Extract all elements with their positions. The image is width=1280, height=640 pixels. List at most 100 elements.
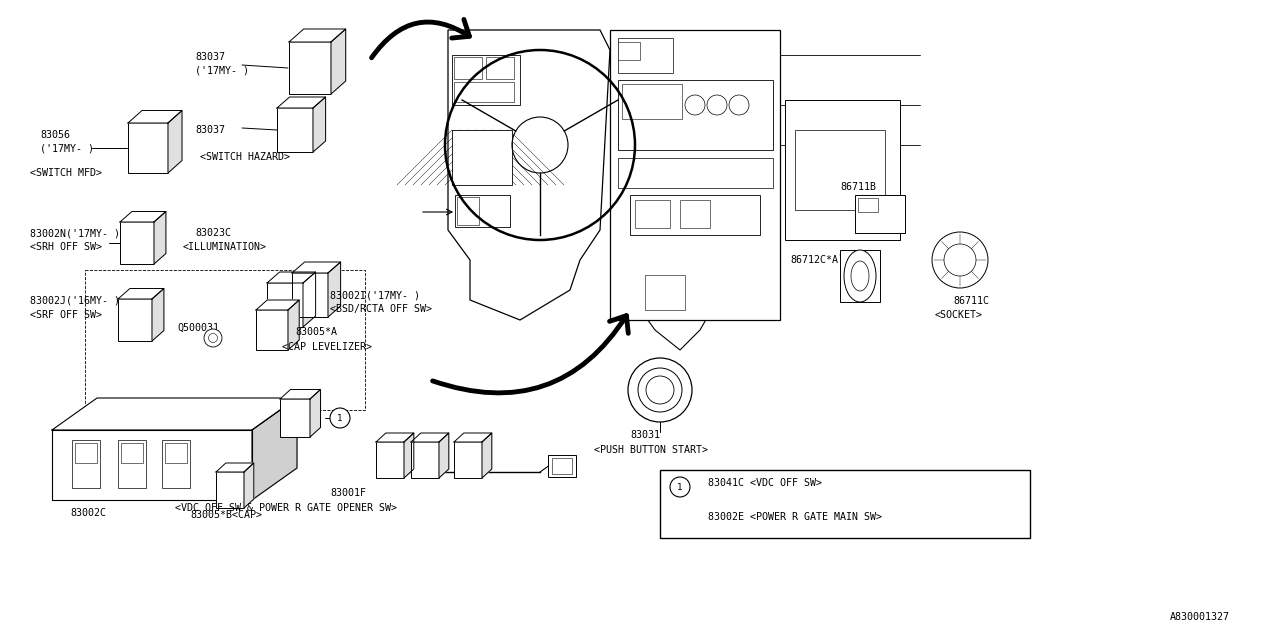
Text: 83001F: 83001F [330,488,366,498]
Bar [120,222,154,264]
Text: 83031: 83031 [630,430,660,440]
Bar [618,158,773,188]
Polygon shape [276,97,325,108]
Bar [785,100,900,240]
Polygon shape [292,262,340,273]
Polygon shape [332,29,346,94]
Bar [548,455,576,477]
Text: 83037: 83037 [195,52,225,62]
Bar [76,443,97,463]
Text: <SOCKET>: <SOCKET> [934,310,983,320]
Text: <SRH OFF SW>: <SRH OFF SW> [29,242,102,252]
Bar [163,440,189,488]
Circle shape [628,358,692,422]
Polygon shape [154,211,166,264]
Circle shape [945,244,977,276]
Polygon shape [128,111,182,123]
Text: <ILLUMINATION>: <ILLUMINATION> [183,242,268,252]
Text: 83005*B<CAP>: 83005*B<CAP> [189,510,262,520]
Text: 1: 1 [677,483,682,492]
Text: 83002C: 83002C [70,508,106,518]
Polygon shape [244,463,253,508]
Text: 83005*A: 83005*A [294,327,337,337]
Bar [611,30,780,320]
Circle shape [646,376,675,404]
Polygon shape [152,289,164,341]
Bar [452,55,520,105]
FancyArrowPatch shape [371,19,470,58]
Text: 83002I('17MY- ): 83002I('17MY- ) [330,290,420,300]
Bar [452,130,512,185]
Polygon shape [454,433,492,442]
Bar [118,440,146,488]
Polygon shape [404,433,413,478]
Circle shape [730,95,749,115]
Bar [454,195,509,227]
Bar [118,299,152,341]
Bar [268,283,303,327]
Text: 86711C: 86711C [954,296,989,306]
Text: 86711B: 86711B [840,182,876,192]
Text: Q500031: Q500031 [177,323,219,333]
Polygon shape [303,272,316,327]
Text: <VDC OFF SW & POWER R GATE OPENER SW>: <VDC OFF SW & POWER R GATE OPENER SW> [175,503,397,513]
FancyArrowPatch shape [433,316,628,393]
Text: <SRF OFF SW>: <SRF OFF SW> [29,310,102,320]
Bar [635,200,669,228]
Bar [622,84,682,119]
Polygon shape [52,398,297,430]
Bar [84,270,365,410]
Circle shape [932,232,988,288]
Polygon shape [630,235,721,350]
Text: <SWITCH MFD>: <SWITCH MFD> [29,168,102,178]
Text: 83002E <POWER R GATE MAIN SW>: 83002E <POWER R GATE MAIN SW> [708,512,882,522]
Bar [280,399,310,437]
Bar [454,57,483,79]
Bar [680,200,710,228]
Text: 83037: 83037 [195,125,225,135]
Bar [52,430,252,500]
Bar [376,442,404,478]
Bar [618,38,673,73]
Ellipse shape [844,250,876,302]
Circle shape [707,95,727,115]
Bar [289,42,332,94]
Text: ('17MY- ): ('17MY- ) [40,143,93,153]
Polygon shape [268,272,316,283]
Bar [618,42,640,60]
Polygon shape [314,97,325,152]
Text: A830001327: A830001327 [1170,612,1230,622]
Bar [122,443,143,463]
Circle shape [209,333,218,342]
Bar [216,472,244,508]
Text: ('17MY- ): ('17MY- ) [195,65,250,75]
Bar [858,198,878,212]
Circle shape [330,408,349,428]
Bar [72,440,100,488]
Text: 83023C: 83023C [195,228,230,238]
Polygon shape [288,300,300,350]
Polygon shape [483,433,492,478]
Text: <CAP LEVELIZER>: <CAP LEVELIZER> [282,342,372,352]
Polygon shape [310,390,320,437]
Bar [165,443,187,463]
Circle shape [204,329,221,347]
Text: <BSD/RCTA OFF SW>: <BSD/RCTA OFF SW> [330,304,433,314]
Polygon shape [376,433,413,442]
Bar [552,458,572,474]
Bar [128,123,168,173]
Polygon shape [252,398,297,500]
Bar [855,195,905,233]
Bar [486,57,515,79]
Bar [795,130,884,210]
Bar [660,470,1030,538]
Polygon shape [328,262,340,317]
Text: <SWITCH HAZARD>: <SWITCH HAZARD> [200,152,291,162]
Bar [457,197,479,225]
Circle shape [669,477,690,497]
Bar [454,82,515,102]
Bar [618,80,773,150]
Text: 83002N('17MY- ): 83002N('17MY- ) [29,228,120,238]
Circle shape [637,368,682,412]
Bar [454,442,483,478]
